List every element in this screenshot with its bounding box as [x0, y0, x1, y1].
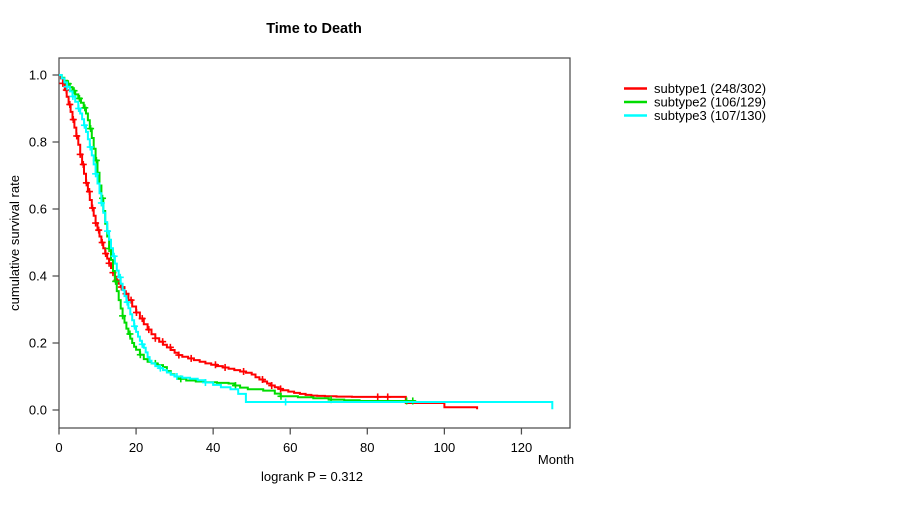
logrank-pvalue-text: logrank P = 0.312: [261, 469, 363, 484]
x-tick-label: 20: [129, 440, 143, 455]
y-tick-label: 0.6: [29, 202, 47, 217]
x-axis-unit-label: Month: [538, 452, 574, 467]
legend: subtype1 (248/302)subtype2 (106/129)subt…: [624, 81, 766, 123]
chart-title: Time to Death: [266, 21, 362, 37]
legend-label-subtype1: subtype1 (248/302): [654, 81, 766, 96]
x-tick-label: 60: [283, 440, 297, 455]
plot-box: [58, 57, 571, 429]
plot-area: 0 20 40 60 80 100 120 0.0 0.2 0.4 0.6 0.8 1.0: [29, 57, 571, 455]
y-axis-label: cumulative survival rate: [7, 175, 22, 311]
legend-label-subtype3: subtype3 (107/130): [654, 108, 766, 123]
x-tick-label: 100: [434, 440, 456, 455]
y-tick-label: 0.8: [29, 135, 47, 150]
y-tick-label: 0.2: [29, 336, 47, 351]
survival-curve-subtype3: [59, 74, 554, 410]
x-tick-label: 80: [360, 440, 374, 455]
survival-curve-subtype1: [59, 74, 479, 410]
x-tick-label: 120: [511, 440, 533, 455]
x-tick-label: 40: [206, 440, 220, 455]
x-tick-label: 0: [55, 440, 62, 455]
y-tick-label: 0.0: [29, 403, 47, 418]
y-tick-label: 0.4: [29, 269, 47, 284]
survival-curve-subtype2: [59, 74, 416, 402]
legend-label-subtype2: subtype2 (106/129): [654, 95, 766, 110]
y-tick-label: 1.0: [29, 68, 47, 83]
